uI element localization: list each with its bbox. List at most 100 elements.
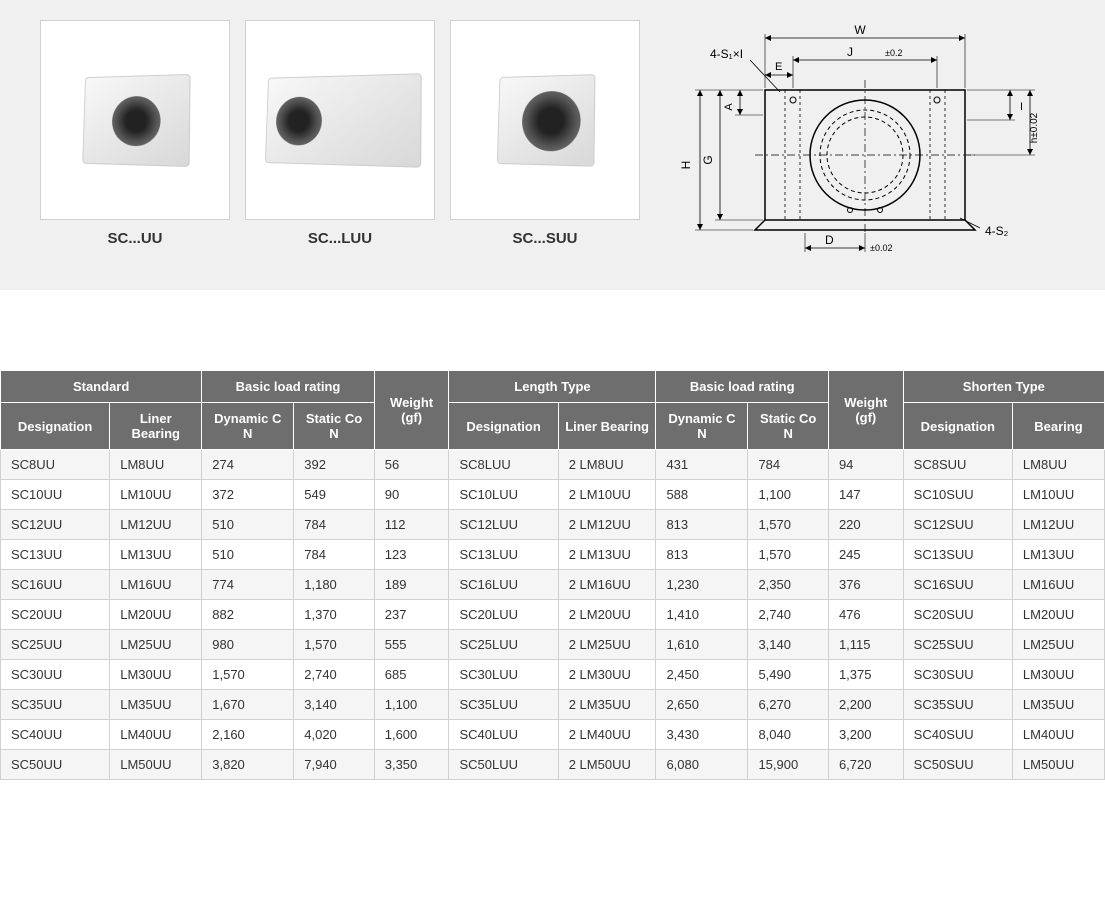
table-cell: SC30LUU	[449, 660, 558, 690]
table-cell: 2,740	[748, 600, 828, 630]
table-cell: 112	[374, 510, 449, 540]
table-cell: 980	[202, 630, 294, 660]
table-cell: 7,940	[294, 750, 374, 780]
table-cell: LM50UU	[1012, 750, 1104, 780]
table-cell: 510	[202, 510, 294, 540]
table-row: SC25UULM25UU9801,570555SC25LUU2 LM25UU1,…	[1, 630, 1105, 660]
table-cell: 685	[374, 660, 449, 690]
table-cell: 1,100	[748, 480, 828, 510]
table-cell: 813	[656, 540, 748, 570]
table-cell: 1,230	[656, 570, 748, 600]
table-cell: SC10LUU	[449, 480, 558, 510]
table-cell: LM8UU	[110, 450, 202, 480]
diagram-svg: W J ±0.2 E 4-S₁×I H G	[675, 20, 1045, 260]
table-cell: LM16UU	[1012, 570, 1104, 600]
table-cell: 2 LM30UU	[558, 660, 656, 690]
table-row: SC8UULM8UU27439256SC8LUU2 LM8UU43178494S…	[1, 450, 1105, 480]
table-cell: 376	[828, 570, 903, 600]
table-cell: 2 LM50UU	[558, 750, 656, 780]
dim-G: G	[701, 155, 715, 164]
product-image-sc-luu	[245, 20, 435, 220]
table-cell: SC13UU	[1, 540, 110, 570]
dim-e: E	[775, 61, 782, 73]
table-row: SC40UULM40UU2,1604,0201,600SC40LUU2 LM40…	[1, 720, 1105, 750]
product-sc-uu: SC...UU	[40, 20, 230, 247]
table-cell: 2,450	[656, 660, 748, 690]
table-cell: LM35UU	[110, 690, 202, 720]
table-cell: SC16UU	[1, 570, 110, 600]
table-cell: SC8LUU	[449, 450, 558, 480]
table-row: SC35UULM35UU1,6703,1401,100SC35LUU2 LM35…	[1, 690, 1105, 720]
table-cell: 2 LM25UU	[558, 630, 656, 660]
table-cell: LM50UU	[110, 750, 202, 780]
table-cell: SC40UU	[1, 720, 110, 750]
table-cell: LM35UU	[1012, 690, 1104, 720]
table-cell: 123	[374, 540, 449, 570]
table-cell: 15,900	[748, 750, 828, 780]
table-cell: 1,370	[294, 600, 374, 630]
table-cell: 189	[374, 570, 449, 600]
table-cell: 8,040	[748, 720, 828, 750]
table-cell: 6,080	[656, 750, 748, 780]
table-cell: LM8UU	[1012, 450, 1104, 480]
table-row: SC10UULM10UU37254990SC10LUU2 LM10UU5881,…	[1, 480, 1105, 510]
table-cell: SC50UU	[1, 750, 110, 780]
table-cell: 1,115	[828, 630, 903, 660]
dim-D: D	[825, 233, 834, 247]
table-cell: SC16LUU	[449, 570, 558, 600]
table-cell: LM25UU	[1012, 630, 1104, 660]
hdr-weight-2: Weight (gf)	[828, 371, 903, 450]
table-cell: SC16SUU	[903, 570, 1012, 600]
hdr-shorten-type: Shorten Type	[903, 371, 1104, 403]
table-cell: 2,650	[656, 690, 748, 720]
table-cell: SC12UU	[1, 510, 110, 540]
table-cell: 1,600	[374, 720, 449, 750]
table-cell: 5,490	[748, 660, 828, 690]
col-bearing-3: Bearing	[1012, 403, 1104, 450]
table-cell: 3,140	[294, 690, 374, 720]
table-cell: 2 LM20UU	[558, 600, 656, 630]
table-cell: SC30UU	[1, 660, 110, 690]
product-sc-suu: SC...SUU	[450, 20, 640, 247]
top-section: SC...UU SC...LUU SC...SUU	[0, 0, 1105, 290]
table-cell: SC50LUU	[449, 750, 558, 780]
table-cell: 2 LM35UU	[558, 690, 656, 720]
table-cell: 510	[202, 540, 294, 570]
table-cell: 1,610	[656, 630, 748, 660]
product-label-sc-uu: SC...UU	[107, 230, 162, 247]
table-cell: 3,350	[374, 750, 449, 780]
col-liner-bearing-2: Liner Bearing	[558, 403, 656, 450]
table-cell: 2 LM8UU	[558, 450, 656, 480]
table-cell: 245	[828, 540, 903, 570]
table-cell: 90	[374, 480, 449, 510]
table-cell: 1,570	[202, 660, 294, 690]
table-cell: 237	[374, 600, 449, 630]
table-cell: LM12UU	[110, 510, 202, 540]
col-liner-bearing-1: Liner Bearing	[110, 403, 202, 450]
table-body: SC8UULM8UU27439256SC8LUU2 LM8UU43178494S…	[1, 450, 1105, 780]
table-cell: 1,410	[656, 600, 748, 630]
table-cell: SC20LUU	[449, 600, 558, 630]
table-row: SC13UULM13UU510784123SC13LUU2 LM13UU8131…	[1, 540, 1105, 570]
table-cell: 774	[202, 570, 294, 600]
table-header: Standard Basic load rating Weight (gf) L…	[1, 371, 1105, 450]
col-dynamic-1: Dynamic C N	[202, 403, 294, 450]
technical-diagram: W J ±0.2 E 4-S₁×I H G	[655, 20, 1065, 260]
col-designation-1: Designation	[1, 403, 110, 450]
table-cell: 56	[374, 450, 449, 480]
table-cell: LM10UU	[1012, 480, 1104, 510]
table-cell: 147	[828, 480, 903, 510]
table-cell: 784	[294, 510, 374, 540]
table-cell: SC12LUU	[449, 510, 558, 540]
col-static-2: Static Co N	[748, 403, 828, 450]
table-cell: SC35SUU	[903, 690, 1012, 720]
spec-table: Standard Basic load rating Weight (gf) L…	[0, 370, 1105, 780]
product-sc-luu: SC...LUU	[245, 20, 435, 247]
table-cell: 784	[294, 540, 374, 570]
table-cell: SC13SUU	[903, 540, 1012, 570]
table-cell: LM40UU	[110, 720, 202, 750]
table-cell: 220	[828, 510, 903, 540]
table-cell: 3,820	[202, 750, 294, 780]
table-cell: 588	[656, 480, 748, 510]
table-cell: 2,740	[294, 660, 374, 690]
